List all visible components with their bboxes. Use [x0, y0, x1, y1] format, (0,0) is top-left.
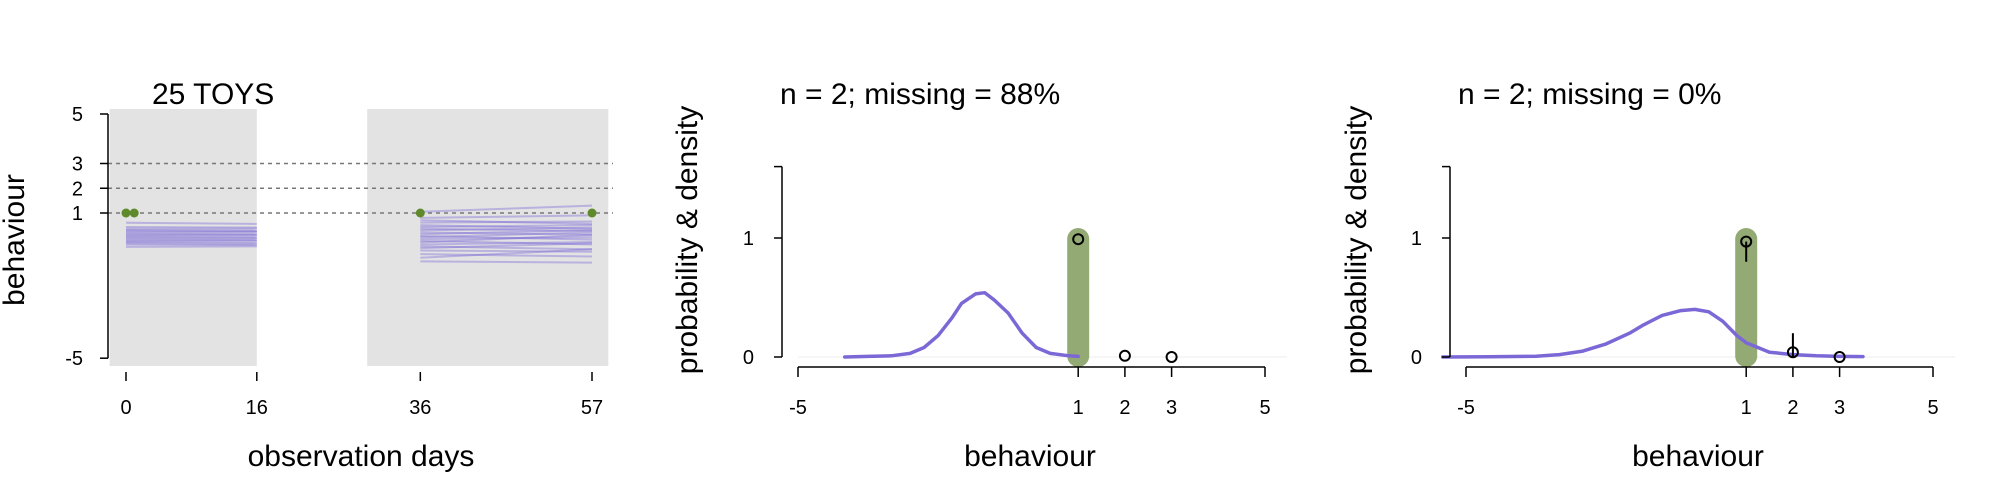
- observed-point: [129, 208, 139, 218]
- shaded-window-1: [367, 109, 609, 366]
- y-tick-label: -5: [65, 348, 83, 370]
- posterior-line: [420, 260, 593, 264]
- posterior-line: [420, 236, 593, 241]
- x-tick-label: 3: [1166, 397, 1177, 419]
- posterior-line: [420, 228, 593, 236]
- posterior-line: [420, 245, 593, 251]
- posterior-line: [420, 226, 593, 232]
- posterior-line: [420, 249, 593, 253]
- highlight-bar: [1067, 228, 1090, 367]
- x-tick-label: 5: [1259, 397, 1270, 419]
- x-tick-label: 3: [1834, 397, 1845, 419]
- x-tick-label: 2: [1119, 397, 1130, 419]
- observed-point: [121, 208, 131, 218]
- posterior-line: [125, 221, 257, 225]
- highlight-bar: [1735, 228, 1758, 367]
- posterior-line: [420, 219, 593, 225]
- y-tick-label: 0: [1411, 347, 1422, 369]
- panel-2-xlabel: behaviour: [964, 440, 1096, 473]
- shaded-window-0: [109, 109, 257, 366]
- posterior-line: [420, 239, 593, 246]
- panel-distribution-missing-0: 1 0 -5 1 2 3 5 n = 2; missing = 0% behaviour p…: [1340, 78, 1955, 473]
- posterior-line: [420, 234, 593, 241]
- probability-point: [1118, 349, 1131, 362]
- posterior-line: [125, 228, 257, 232]
- panel-3-ylabel: probability & density: [1340, 106, 1373, 374]
- posterior-line: [125, 243, 257, 247]
- panel-1-ylabel: behaviour: [0, 174, 31, 306]
- panel-2-ylabel: probability & density: [671, 106, 704, 374]
- x-tick-label: 5: [1927, 397, 1938, 419]
- posterior-line: [420, 242, 593, 250]
- posterior-line: [420, 224, 593, 230]
- y-tick-label: 1: [72, 203, 83, 225]
- probability-point: [1786, 346, 1799, 359]
- x-tick-label: 1: [1073, 397, 1084, 419]
- panel-3-title: n = 2; missing = 0%: [1458, 78, 1721, 111]
- posterior-line: [420, 253, 593, 258]
- posterior-line: [420, 220, 593, 224]
- x-tick-label: 36: [409, 397, 431, 419]
- x-tick-label: 1: [1741, 397, 1752, 419]
- posterior-line: [420, 231, 593, 239]
- posterior-line: [420, 227, 593, 233]
- x-tick-label: -5: [789, 397, 807, 419]
- panel-1-title: 25 TOYS: [152, 78, 274, 111]
- y-tick-label: 2: [72, 178, 83, 200]
- x-tick-label: 57: [581, 397, 603, 419]
- posterior-line: [420, 224, 593, 229]
- y-tick-label: 3: [72, 154, 83, 176]
- x-tick-label: -5: [1457, 397, 1475, 419]
- posterior-line: [420, 241, 593, 246]
- observed-point: [415, 208, 425, 218]
- y-tick-label: 1: [1411, 228, 1422, 250]
- panel-distribution-missing-88: 10-5 1 2 3 5 n = 2; missing = 88% behaviour …: [671, 78, 1287, 473]
- density-curve: [1440, 307, 1865, 359]
- y-tick-label: 5: [72, 104, 83, 126]
- density-curve: [842, 290, 1080, 359]
- posterior-line: [420, 214, 593, 219]
- panel-3-xlabel: behaviour: [1632, 440, 1764, 473]
- posterior-line: [420, 231, 593, 236]
- x-tick-label: 16: [246, 397, 268, 419]
- probability-point: [1165, 351, 1178, 363]
- probability-point: [1833, 351, 1846, 363]
- probability-point: [1740, 235, 1753, 248]
- panel-1-xlabel: observation days: [248, 440, 475, 473]
- panel-toys-timeseries: 5 32 1 -5 0 16 36 57 25 TOYS observation days b…: [0, 78, 613, 473]
- probability-point: [1072, 233, 1085, 246]
- y-tick-label: 1: [743, 228, 754, 250]
- posterior-line: [420, 204, 593, 213]
- posterior-line: [125, 232, 257, 236]
- y-tick-label: 0: [743, 347, 754, 369]
- panel-2-title: n = 2; missing = 88%: [780, 78, 1060, 111]
- posterior-line: [420, 233, 593, 244]
- observed-point: [587, 208, 597, 218]
- posterior-line: [420, 248, 593, 259]
- x-tick-label: 2: [1787, 397, 1798, 419]
- x-tick-label: 0: [120, 397, 131, 419]
